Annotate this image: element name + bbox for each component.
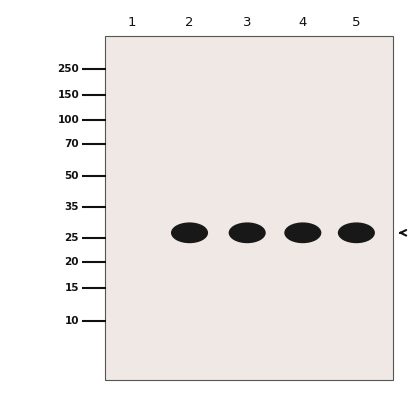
Text: 3: 3: [243, 16, 251, 28]
Text: 1: 1: [128, 16, 136, 28]
Text: 100: 100: [57, 115, 79, 125]
Text: 250: 250: [57, 64, 79, 74]
Bar: [105, 36, 393, 380]
Text: 5: 5: [352, 16, 360, 28]
Ellipse shape: [338, 222, 375, 243]
Text: 150: 150: [57, 90, 79, 100]
Text: 35: 35: [65, 202, 79, 212]
Text: 4: 4: [299, 16, 307, 28]
Text: 25: 25: [65, 233, 79, 243]
Text: 70: 70: [65, 139, 79, 149]
Text: 15: 15: [65, 283, 79, 293]
Ellipse shape: [284, 222, 321, 243]
Text: 2: 2: [185, 16, 194, 28]
Ellipse shape: [229, 222, 266, 243]
Text: 10: 10: [65, 316, 79, 326]
Text: 20: 20: [65, 257, 79, 267]
Text: 50: 50: [65, 171, 79, 181]
Ellipse shape: [171, 222, 208, 243]
